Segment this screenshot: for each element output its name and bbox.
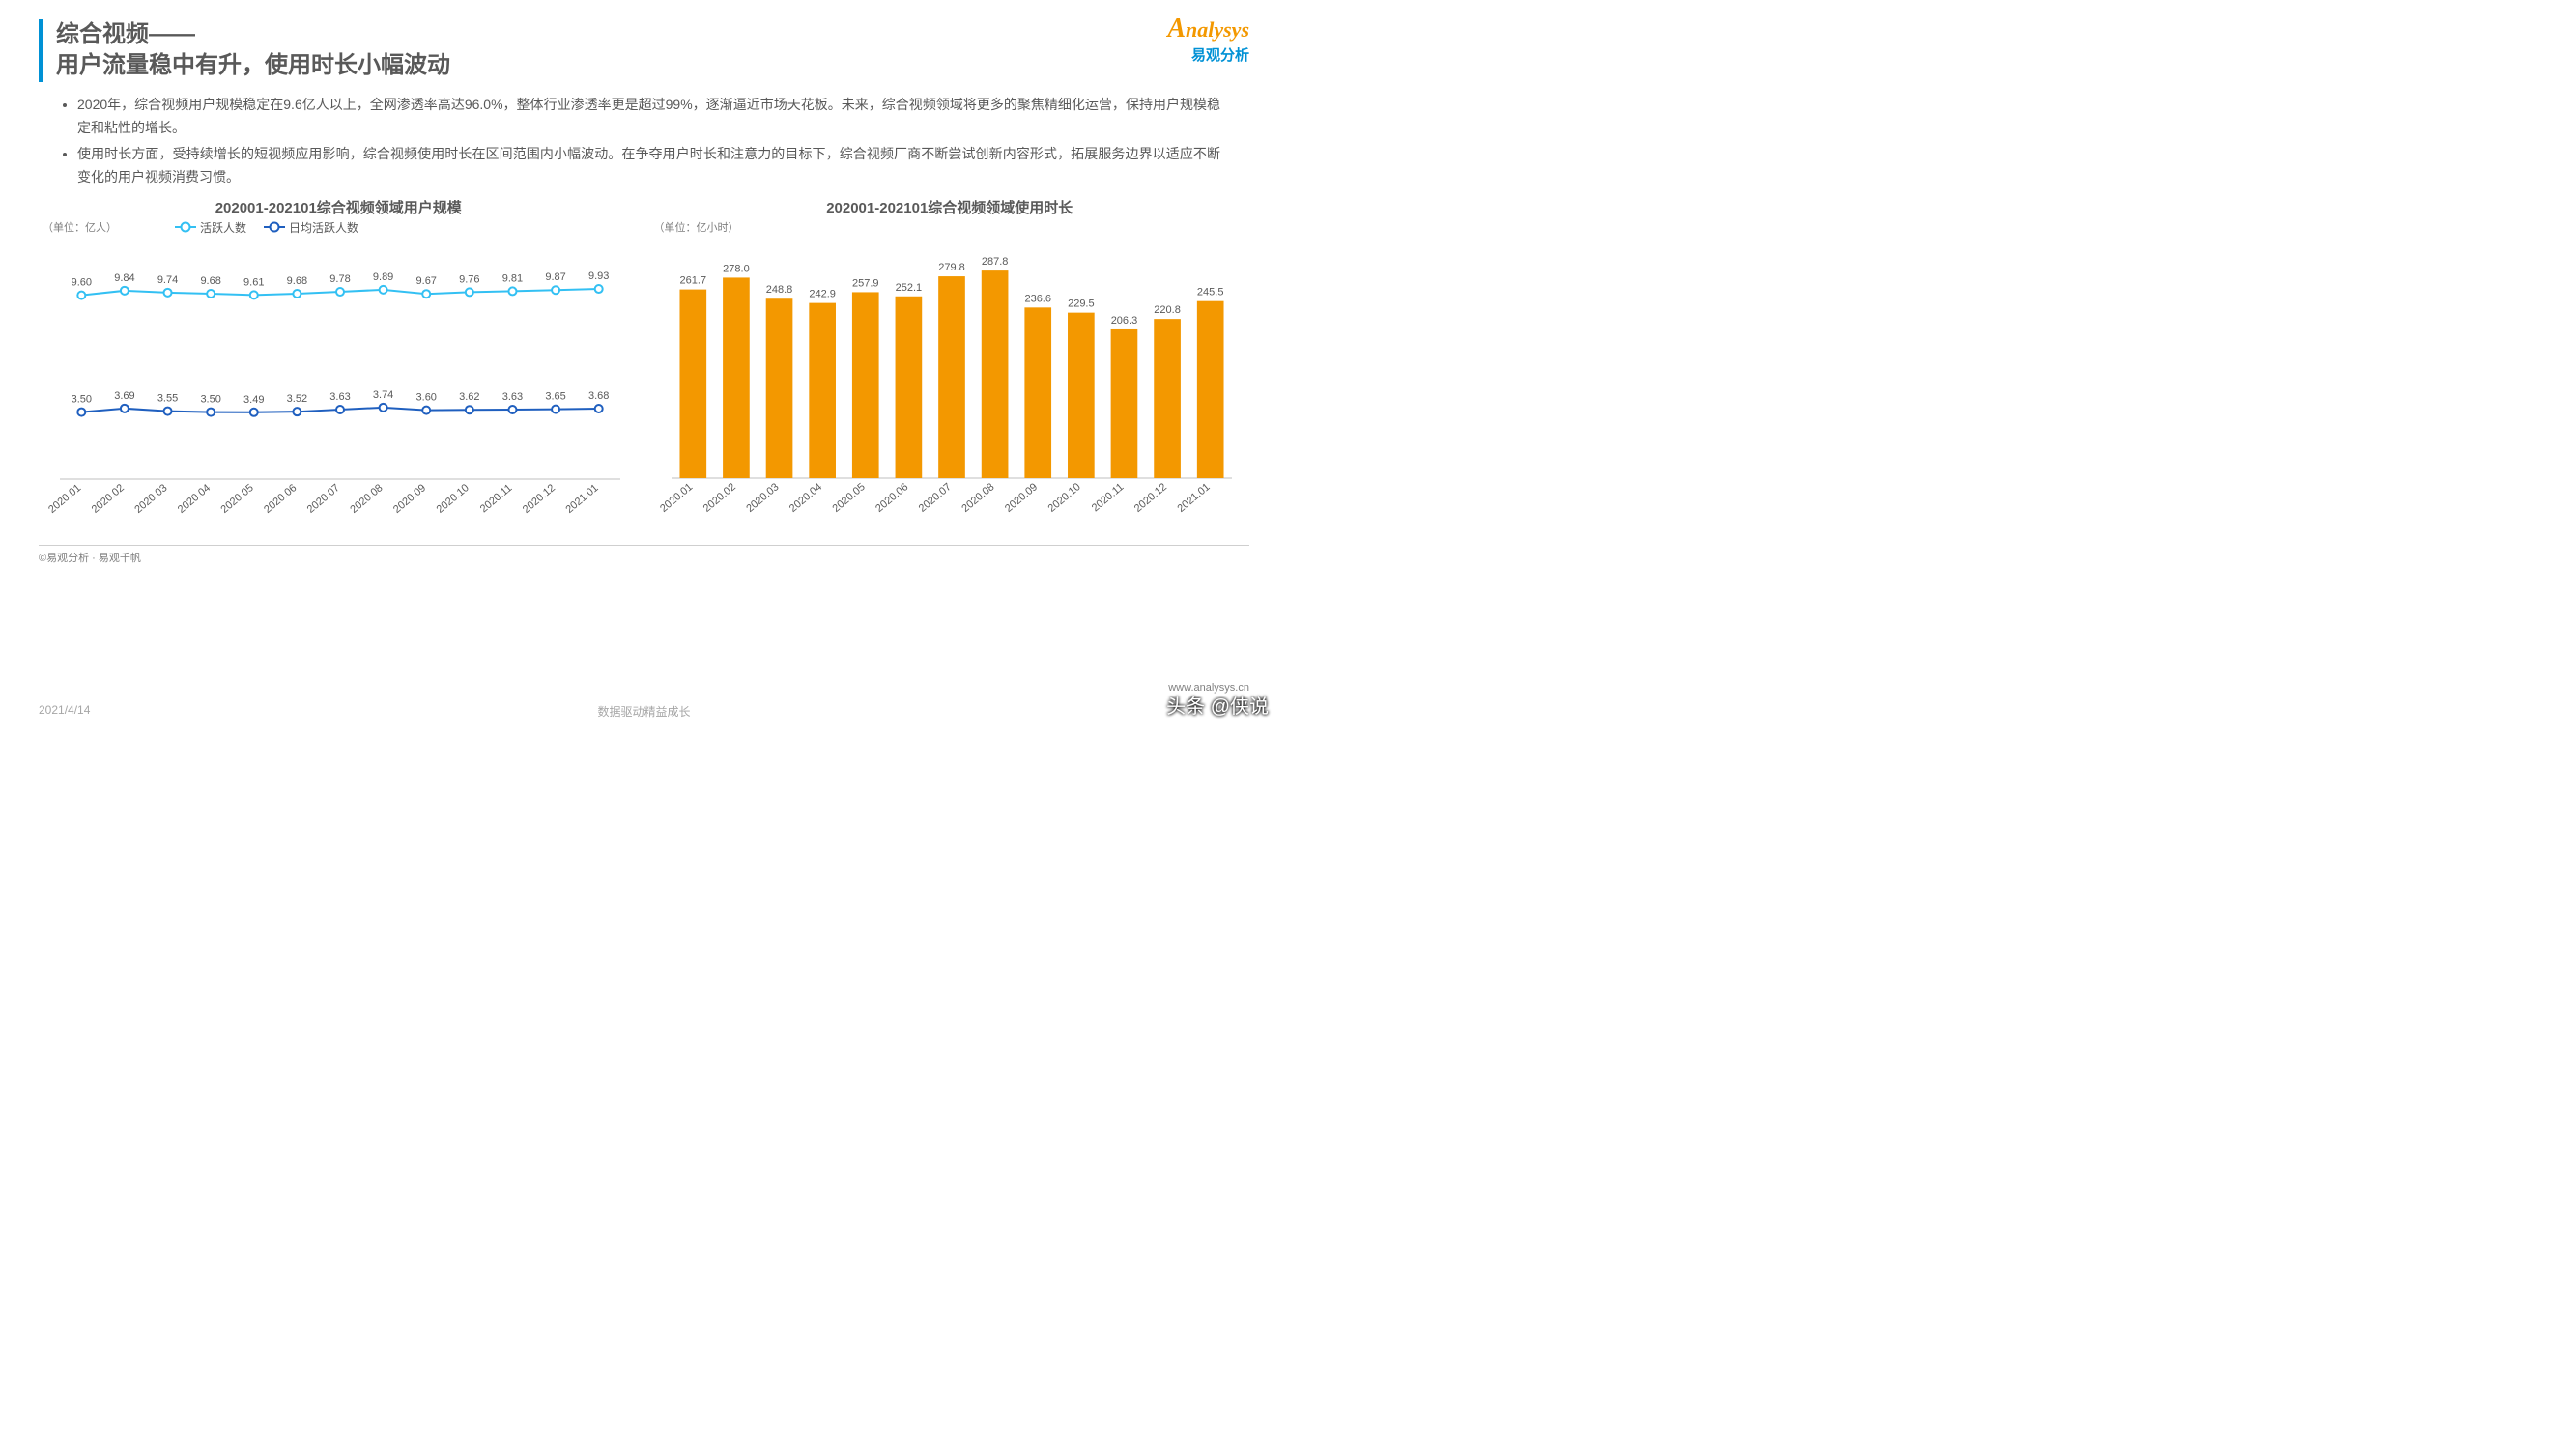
svg-text:2020.07: 2020.07 [305,482,342,516]
svg-text:2020.08: 2020.08 [959,481,996,515]
svg-text:2020.03: 2020.03 [132,482,169,516]
svg-text:9.67: 9.67 [416,275,437,287]
svg-text:2021.01: 2021.01 [1175,481,1212,515]
logo-text: Analysys [1167,15,1249,43]
svg-text:9.68: 9.68 [200,275,220,287]
svg-text:2020.10: 2020.10 [435,482,472,516]
svg-text:9.84: 9.84 [114,272,134,284]
brand-logo: Analysys 易观分析 [1167,15,1249,65]
svg-text:257.9: 257.9 [852,277,879,289]
line-chart-legend: 活跃人数 日均活跃人数 [175,219,358,236]
svg-text:3.62: 3.62 [459,391,479,403]
bar-chart-title: 202001-202101综合视频领域使用时长 [654,197,1246,217]
svg-text:3.68: 3.68 [588,390,609,402]
svg-text:245.5: 245.5 [1196,287,1223,298]
svg-text:3.49: 3.49 [243,394,264,406]
svg-text:2020.02: 2020.02 [90,482,127,516]
svg-text:2020.06: 2020.06 [873,481,910,515]
svg-text:278.0: 278.0 [723,263,750,274]
svg-text:3.63: 3.63 [502,391,523,403]
svg-text:3.50: 3.50 [200,394,220,406]
slide-title: 综合视频—— 用户流量稳中有升，使用时长小幅波动 [39,19,1249,82]
bar-chart: 261.7 278.0 248.8 242.9 257.9 252.1 279.8 287.8… [654,239,1244,538]
line-chart: 9.60 9.84 9.74 9.68 9.61 9.68 9.78 9.89 9.67 9.76… [43,240,632,539]
svg-text:3.55: 3.55 [157,393,178,405]
svg-text:2020.11: 2020.11 [1089,481,1126,514]
svg-text:9.61: 9.61 [243,276,264,288]
copyright: ©易观分析 · 易观千帆 [39,545,1249,565]
footer-date: 2021/4/14 [39,703,90,717]
svg-text:9.81: 9.81 [502,272,523,284]
title-line-2: 用户流量稳中有升，使用时长小幅波动 [56,50,1249,81]
svg-text:2020.06: 2020.06 [262,482,299,516]
bar-chart-unit: （单位：亿小时） [654,219,739,235]
logo-subtext: 易观分析 [1167,44,1249,65]
svg-text:252.1: 252.1 [895,282,922,294]
svg-text:2020.12: 2020.12 [521,482,558,516]
svg-text:242.9: 242.9 [809,289,836,300]
bullet-item: 使用时长方面，受持续增长的短视频应用影响，综合视频使用时长在区间范围内小幅波动。… [77,143,1220,189]
svg-text:2020.04: 2020.04 [176,482,213,516]
svg-text:9.78: 9.78 [329,273,350,285]
svg-text:261.7: 261.7 [679,275,706,287]
svg-text:3.50: 3.50 [72,394,92,406]
svg-text:2020.04: 2020.04 [787,481,823,515]
line-chart-unit: （单位：亿人） [43,219,117,235]
svg-text:3.65: 3.65 [545,391,565,403]
svg-text:9.76: 9.76 [459,273,479,285]
svg-text:248.8: 248.8 [765,284,792,296]
svg-text:3.60: 3.60 [416,392,437,404]
line-chart-title: 202001-202101综合视频领域用户规模 [43,197,635,217]
svg-text:279.8: 279.8 [938,262,965,273]
svg-text:9.74: 9.74 [157,274,178,286]
bar-chart-panel: 202001-202101综合视频领域使用时长 （单位：亿小时） 261.7 27… [654,197,1246,539]
title-line-1: 综合视频—— [56,19,1249,50]
svg-text:2020.01: 2020.01 [658,481,695,515]
svg-text:2020.11: 2020.11 [478,482,515,515]
svg-text:9.87: 9.87 [545,271,565,283]
svg-text:2020.05: 2020.05 [830,481,867,515]
legend-label: 活跃人数 [200,219,246,236]
slide-footer: 2021/4/14 数据驱动精益成长 [0,703,1288,717]
svg-text:229.5: 229.5 [1068,298,1095,310]
svg-text:3.52: 3.52 [287,393,307,405]
svg-text:9.60: 9.60 [72,277,92,289]
svg-text:287.8: 287.8 [981,256,1008,268]
watermark-overlay: 头条 @侠说 [1166,691,1269,719]
svg-text:2020.01: 2020.01 [46,482,83,516]
svg-text:3.69: 3.69 [114,390,134,402]
svg-text:3.74: 3.74 [373,389,393,401]
bullet-list: 2020年，综合视频用户规模稳定在9.6亿人以上，全网渗透率高达96.0%，整体… [77,94,1220,189]
line-chart-panel: 202001-202101综合视频领域用户规模 （单位：亿人） 活跃人数 日均活… [43,197,635,539]
svg-text:2020.09: 2020.09 [391,482,428,516]
svg-text:3.63: 3.63 [329,391,350,403]
legend-label: 日均活跃人数 [289,219,358,236]
bullet-item: 2020年，综合视频用户规模稳定在9.6亿人以上，全网渗透率高达96.0%，整体… [77,94,1220,140]
svg-text:2020.10: 2020.10 [1045,481,1082,515]
legend-marker-icon [264,226,285,228]
svg-text:2020.09: 2020.09 [1002,481,1039,515]
svg-text:9.68: 9.68 [287,275,307,287]
svg-text:2020.08: 2020.08 [348,482,385,516]
svg-text:9.89: 9.89 [373,271,393,283]
footer-center: 数据驱动精益成长 [597,703,690,720]
svg-text:2021.01: 2021.01 [563,482,600,516]
svg-text:2020.07: 2020.07 [916,481,953,515]
svg-text:220.8: 220.8 [1154,304,1181,316]
svg-text:2020.12: 2020.12 [1131,481,1168,515]
svg-text:2020.03: 2020.03 [744,481,781,515]
svg-text:206.3: 206.3 [1110,315,1137,327]
legend-marker-icon [175,226,196,228]
svg-text:9.93: 9.93 [588,270,609,282]
svg-text:236.6: 236.6 [1024,293,1051,304]
svg-text:2020.02: 2020.02 [701,481,737,515]
svg-text:2020.05: 2020.05 [219,482,256,516]
